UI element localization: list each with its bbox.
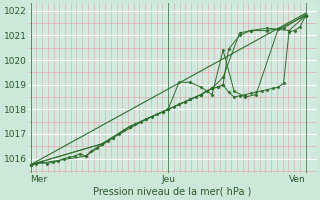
- X-axis label: Pression niveau de la mer( hPa ): Pression niveau de la mer( hPa ): [93, 187, 252, 197]
